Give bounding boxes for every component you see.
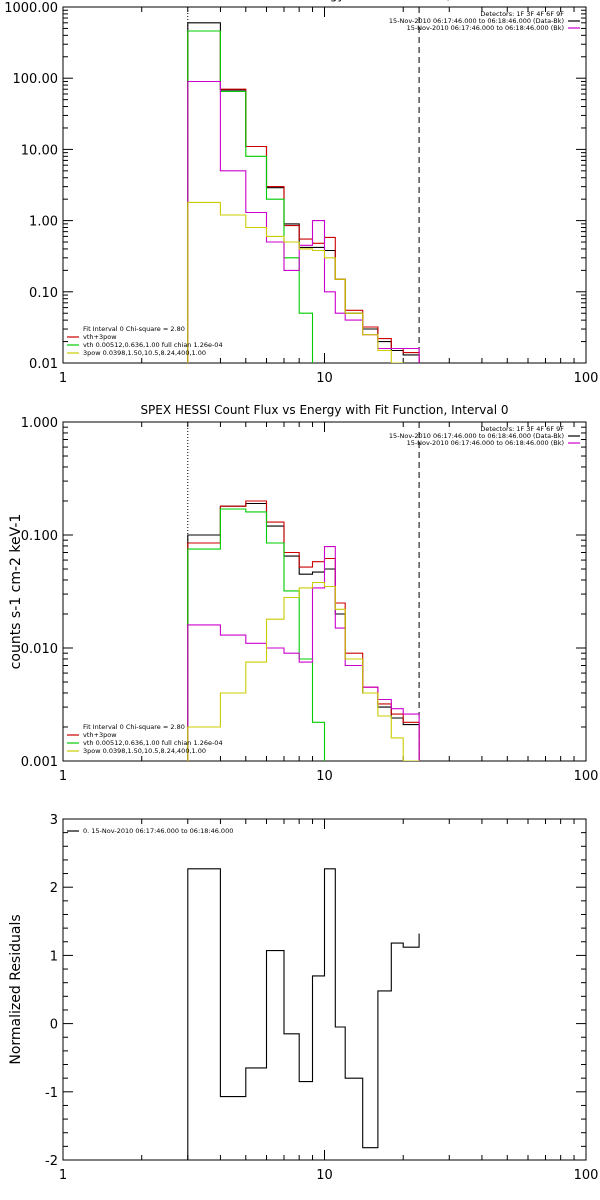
y-tick-label: 1000.00 bbox=[4, 1, 58, 16]
legend-text: 0. 15-Nov-2010 06:17:46.000 to 06:18:46.… bbox=[83, 827, 233, 835]
y-tick-label: 1 bbox=[50, 949, 58, 964]
y-tick-label: 0.01 bbox=[29, 357, 58, 372]
y-tick-label: 1.000 bbox=[21, 416, 58, 431]
series-line-1 bbox=[187, 30, 420, 363]
series-group bbox=[187, 868, 420, 1160]
y-tick-label: 2 bbox=[50, 881, 58, 896]
legend-text: vth+3pow bbox=[83, 333, 117, 341]
series-group bbox=[187, 500, 420, 761]
header-line-text: Detectors: 1F 3F 4F 6F 9F bbox=[480, 425, 564, 433]
plot-frame bbox=[62, 421, 587, 762]
y-tick-label: 0.001 bbox=[21, 755, 58, 770]
series-line-0 bbox=[187, 22, 420, 363]
y-tick-label: -2 bbox=[45, 1154, 58, 1169]
y-tick-label: 3 bbox=[50, 813, 58, 828]
series-line-4 bbox=[187, 581, 420, 761]
legend-text: vth+3pow bbox=[83, 731, 117, 739]
y-tick-label: 0.100 bbox=[21, 529, 58, 544]
legend-text: vth 0.00512,0.636,1.00 full chian 1.26e-… bbox=[83, 739, 223, 747]
residuals-chart: Normalized Residuals 1 10 100 -2 -1 0 1 2 3 0. 15-… bbox=[8, 813, 599, 1183]
series-line-3 bbox=[187, 546, 420, 761]
y-tick-label: 100.00 bbox=[13, 72, 59, 87]
x-tick-label: 10 bbox=[316, 1168, 333, 1183]
y-tick-label: 10.00 bbox=[21, 143, 58, 158]
x-tick-label: 10 bbox=[316, 769, 333, 784]
legend-text: vth 0.00512,0.636,1.00 full chian 1.26e-… bbox=[83, 341, 223, 349]
series-line-2 bbox=[187, 30, 314, 363]
y-tick-label: 0.10 bbox=[29, 286, 58, 301]
count-flux-chart: SPEX HESSI Count Flux vs Energy with Fit… bbox=[8, 403, 599, 784]
header-line-text: 15-Nov-2010 06:17:46.000 to 06:18:46.000… bbox=[389, 432, 564, 440]
chart-title: SPEX HESSI Count Flux vs Energy with Fit… bbox=[140, 403, 508, 417]
x-tick-label: 10 bbox=[316, 371, 333, 386]
series-line-3 bbox=[187, 80, 420, 363]
legend-text: Fit Interval 0 Chi-square = 2.80 bbox=[83, 325, 185, 333]
y-tick-label: 1.00 bbox=[29, 215, 58, 230]
header-line-text: 15-Nov-2010 06:17:46.000 to 06:18:46.000… bbox=[407, 439, 564, 447]
legend-text: 3pow 0.0398,1.50,10.5,8.24,400,1.00 bbox=[83, 349, 206, 357]
x-tick-label: 100 bbox=[574, 371, 599, 386]
series-line-0 bbox=[187, 868, 420, 1160]
legend-text: 3pow 0.0398,1.50,10.5,8.24,400,1.00 bbox=[83, 747, 206, 755]
y-tick-label: -1 bbox=[45, 1086, 58, 1101]
y-axis-label: Normalized Residuals bbox=[8, 914, 24, 1064]
series-group bbox=[187, 22, 420, 363]
y-tick-label: 0.010 bbox=[21, 642, 58, 657]
chart-title: SPEX HESSI Photon Flux vs Energy with Fi… bbox=[137, 0, 511, 2]
header-line-text: 15-Nov-2010 06:17:46.000 to 06:18:46.000… bbox=[407, 24, 564, 32]
x-tick-label: 1 bbox=[59, 769, 67, 784]
series-line-4 bbox=[187, 201, 404, 363]
x-tick-label: 100 bbox=[574, 769, 599, 784]
x-tick-label: 1 bbox=[59, 371, 67, 386]
header-line-text: Detectors: 1F 3F 4F 6F 9F bbox=[480, 10, 564, 18]
y-tick-label: 0 bbox=[50, 1018, 58, 1033]
y-axis-label: counts s-1 cm-2 keV-1 bbox=[8, 514, 24, 670]
series-line-2 bbox=[187, 508, 326, 761]
legend-text: Fit Interval 0 Chi-square = 2.80 bbox=[83, 723, 185, 731]
plot-frame bbox=[62, 6, 587, 364]
x-tick-label: 100 bbox=[574, 1168, 599, 1183]
photon-flux-chart: SPEX HESSI Photon Flux vs Energy with Fi… bbox=[4, 0, 599, 386]
header-line-text: 15-Nov-2010 06:17:46.000 to 06:18:46.000… bbox=[389, 17, 564, 25]
x-tick-label: 1 bbox=[59, 1168, 67, 1183]
